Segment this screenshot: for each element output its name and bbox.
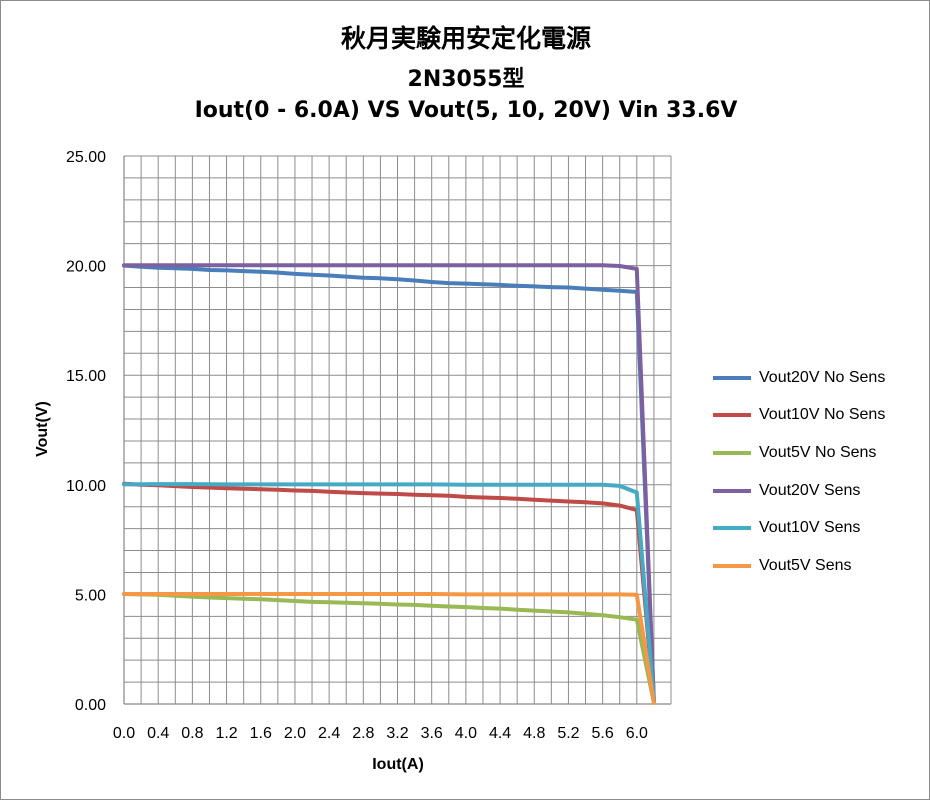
x-tick-label: 2.0	[284, 725, 306, 742]
chart-title-line-2: 2N3055型	[407, 67, 525, 92]
chart-title-line-3: Iout(0 - 6.0A) VS Vout(5, 10, 20V) Vin 3…	[194, 98, 738, 123]
y-tick-label: 10.00	[66, 478, 106, 495]
legend-label: Vout20V Sens	[759, 481, 861, 499]
x-tick-label: 3.2	[386, 725, 408, 742]
x-tick-label: 5.6	[592, 725, 614, 742]
legend-label: Vout5V No Sens	[759, 443, 877, 461]
legend-label: Vout10V No Sens	[759, 406, 886, 424]
x-tick-label: 6.0	[626, 725, 648, 742]
x-tick-label: 4.8	[523, 725, 545, 742]
legend-swatch	[713, 375, 751, 380]
legend-swatch	[713, 450, 751, 455]
legend-item: Vout10V Sens	[713, 509, 923, 547]
legend-swatch	[713, 488, 751, 493]
x-tick-label: 5.2	[557, 725, 579, 742]
y-tick-label: 0.00	[75, 697, 106, 714]
legend-label: Vout20V No Sens	[759, 368, 886, 386]
legend-item: Vout10V No Sens	[713, 397, 923, 435]
legend-swatch	[713, 563, 751, 568]
x-tick-label: 4.0	[455, 725, 477, 742]
legend: Vout20V No Sens Vout10V No Sens Vout5V No …	[713, 359, 923, 585]
y-tick-label: 20.00	[66, 259, 106, 276]
series-line	[122, 481, 656, 704]
legend-item: Vout5V No Sens	[713, 434, 923, 472]
x-tick-label: 0.8	[181, 725, 203, 742]
series-line	[122, 592, 656, 705]
legend-item: Vout20V Sens	[713, 472, 923, 510]
series-layer	[122, 263, 656, 705]
legend-label: Vout5V Sens	[759, 556, 852, 574]
series-line	[122, 263, 656, 704]
legend-item: Vout20V No Sens	[713, 359, 923, 397]
grid-layer	[123, 155, 672, 705]
y-tick-label: 5.00	[75, 587, 106, 604]
x-tick-label: 2.8	[352, 725, 374, 742]
y-tick-label: 15.00	[66, 368, 106, 385]
legend-swatch	[713, 413, 751, 418]
x-tick-label: 0.4	[147, 725, 169, 742]
x-tick-label: 3.6	[421, 725, 443, 742]
legend-label: Vout10V Sens	[759, 519, 861, 537]
y-axis-title: Vout(V)	[34, 401, 51, 457]
legend-item: Vout5V Sens	[713, 547, 923, 585]
tick-layer: 0.0 0.4 0.8 1.2 1.6 2.0 2.4 2.8 3.2 3.6 4.0 4.4 4.8 5…	[66, 149, 648, 742]
x-tick-label: 4.4	[489, 725, 511, 742]
x-tick-label: 0.0	[113, 725, 135, 742]
x-tick-label: 1.2	[215, 725, 237, 742]
series-line	[122, 482, 656, 704]
chart-title-line-1: 秋月実験用安定化電源	[340, 24, 591, 53]
y-tick-label: 25.00	[66, 149, 106, 166]
x-tick-label: 1.6	[250, 725, 272, 742]
series-line	[122, 592, 656, 705]
x-tick-label: 2.4	[318, 725, 340, 742]
series-line	[122, 263, 656, 704]
x-axis-title: Iout(A)	[372, 756, 424, 773]
legend-swatch	[713, 526, 751, 531]
